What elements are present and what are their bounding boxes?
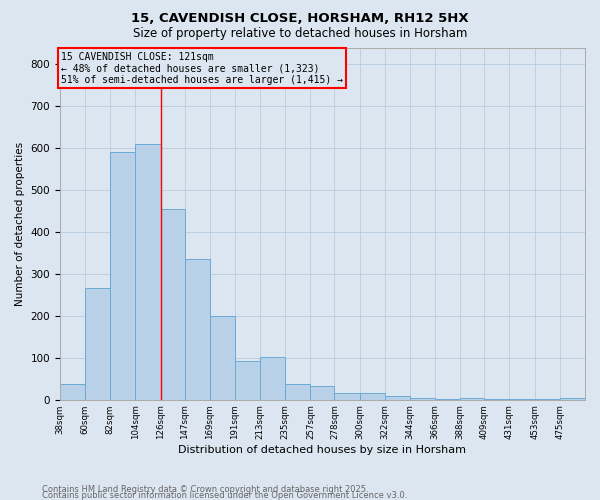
Text: Contains public sector information licensed under the Open Government Licence v3: Contains public sector information licen…	[42, 491, 407, 500]
Text: 15, CAVENDISH CLOSE, HORSHAM, RH12 5HX: 15, CAVENDISH CLOSE, HORSHAM, RH12 5HX	[131, 12, 469, 26]
Bar	[310, 386, 334, 400]
Bar	[110, 152, 136, 400]
Bar	[334, 392, 359, 400]
X-axis label: Distribution of detached houses by size in Horsham: Distribution of detached houses by size …	[178, 445, 466, 455]
Bar	[435, 399, 460, 400]
Text: Contains HM Land Registry data © Crown copyright and database right 2025.: Contains HM Land Registry data © Crown c…	[42, 485, 368, 494]
Bar	[260, 356, 285, 400]
Bar	[210, 316, 235, 400]
Bar	[136, 144, 161, 400]
Bar	[60, 384, 85, 400]
Y-axis label: Number of detached properties: Number of detached properties	[15, 142, 25, 306]
Bar	[161, 209, 185, 400]
Bar	[285, 384, 310, 400]
Bar	[385, 396, 410, 400]
Bar	[185, 259, 210, 400]
Bar	[359, 392, 385, 400]
Bar	[460, 398, 484, 400]
Text: 15 CAVENDISH CLOSE: 121sqm
← 48% of detached houses are smaller (1,323)
51% of s: 15 CAVENDISH CLOSE: 121sqm ← 48% of deta…	[61, 52, 343, 85]
Text: Size of property relative to detached houses in Horsham: Size of property relative to detached ho…	[133, 28, 467, 40]
Bar	[235, 360, 260, 400]
Bar	[85, 288, 110, 400]
Bar	[560, 398, 585, 400]
Bar	[410, 398, 435, 400]
